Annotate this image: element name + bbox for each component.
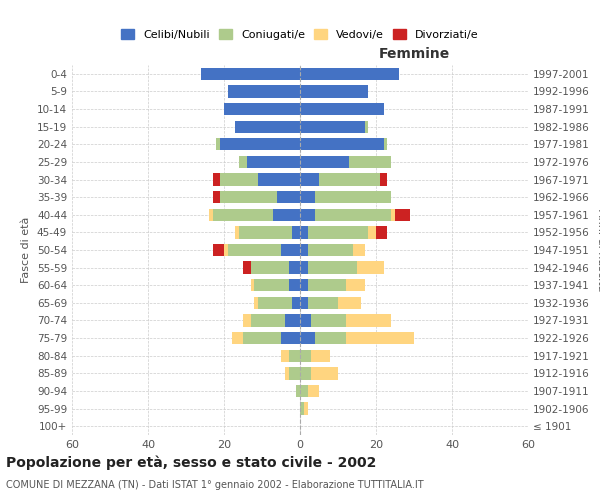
Bar <box>251 279 254 291</box>
Bar <box>217 138 220 150</box>
Bar <box>289 367 300 380</box>
Bar <box>289 279 300 291</box>
Bar <box>353 244 365 256</box>
Bar <box>308 262 357 274</box>
Bar <box>277 191 300 203</box>
Bar <box>254 279 289 291</box>
Text: COMUNE DI MEZZANA (TN) - Dati ISTAT 1° gennaio 2002 - Elaborazione TUTTITALIA.IT: COMUNE DI MEZZANA (TN) - Dati ISTAT 1° g… <box>6 480 424 490</box>
Bar <box>380 174 388 186</box>
Bar <box>308 226 368 238</box>
Bar <box>296 385 300 397</box>
Bar <box>209 208 212 221</box>
Bar <box>300 156 349 168</box>
Bar <box>308 296 338 309</box>
Bar <box>300 367 311 380</box>
Bar <box>300 350 311 362</box>
Bar <box>300 191 315 203</box>
Bar <box>224 244 228 256</box>
Bar <box>220 174 258 186</box>
Bar <box>300 402 304 414</box>
Bar <box>308 385 319 397</box>
Bar <box>281 332 300 344</box>
Bar <box>300 86 368 98</box>
Bar <box>239 226 292 238</box>
Bar <box>285 314 300 326</box>
Bar <box>349 156 391 168</box>
Bar <box>346 332 414 344</box>
Bar <box>258 174 300 186</box>
Bar <box>239 156 247 168</box>
Bar <box>300 120 365 133</box>
Bar <box>232 332 243 344</box>
Bar <box>292 296 300 309</box>
Bar <box>289 262 300 274</box>
Bar <box>315 208 391 221</box>
Bar <box>368 226 376 238</box>
Bar <box>228 244 281 256</box>
Bar <box>251 262 289 274</box>
Bar <box>274 208 300 221</box>
Bar <box>308 279 346 291</box>
Bar <box>300 314 311 326</box>
Bar <box>220 138 300 150</box>
Bar <box>243 262 251 274</box>
Bar <box>220 191 277 203</box>
Bar <box>300 103 383 115</box>
Bar <box>258 296 292 309</box>
Bar <box>395 208 410 221</box>
Bar <box>365 120 368 133</box>
Text: Femmine: Femmine <box>379 48 449 62</box>
Bar <box>247 156 300 168</box>
Bar <box>292 226 300 238</box>
Bar <box>300 68 399 80</box>
Bar <box>311 367 338 380</box>
Bar <box>281 350 289 362</box>
Bar <box>243 332 281 344</box>
Bar <box>243 314 251 326</box>
Bar <box>357 262 383 274</box>
Bar <box>235 226 239 238</box>
Bar <box>300 138 383 150</box>
Bar <box>300 244 308 256</box>
Bar <box>300 279 308 291</box>
Bar <box>251 314 285 326</box>
Legend: Celibi/Nubili, Coniugati/e, Vedovi/e, Divorziati/e: Celibi/Nubili, Coniugati/e, Vedovi/e, Di… <box>118 26 482 44</box>
Bar <box>300 262 308 274</box>
Bar <box>308 244 353 256</box>
Y-axis label: Anni di nascita: Anni di nascita <box>596 209 600 291</box>
Bar <box>300 174 319 186</box>
Bar <box>224 103 300 115</box>
Bar <box>300 296 308 309</box>
Bar <box>315 191 391 203</box>
Bar <box>319 174 380 186</box>
Bar <box>311 350 331 362</box>
Bar <box>289 350 300 362</box>
Bar <box>235 120 300 133</box>
Bar <box>311 314 346 326</box>
Bar <box>315 332 346 344</box>
Bar <box>228 86 300 98</box>
Bar <box>300 208 315 221</box>
Bar <box>281 244 300 256</box>
Bar <box>391 208 395 221</box>
Bar <box>346 279 365 291</box>
Bar <box>300 332 315 344</box>
Bar <box>212 244 224 256</box>
Bar <box>300 385 308 397</box>
Bar <box>300 226 308 238</box>
Bar <box>212 208 274 221</box>
Y-axis label: Fasce di età: Fasce di età <box>22 217 31 283</box>
Text: Popolazione per età, sesso e stato civile - 2002: Popolazione per età, sesso e stato civil… <box>6 456 376 470</box>
Bar <box>376 226 388 238</box>
Bar <box>254 296 258 309</box>
Bar <box>304 402 308 414</box>
Bar <box>346 314 391 326</box>
Bar <box>201 68 300 80</box>
Bar <box>212 174 220 186</box>
Bar <box>212 191 220 203</box>
Bar <box>285 367 289 380</box>
Bar <box>338 296 361 309</box>
Bar <box>383 138 388 150</box>
